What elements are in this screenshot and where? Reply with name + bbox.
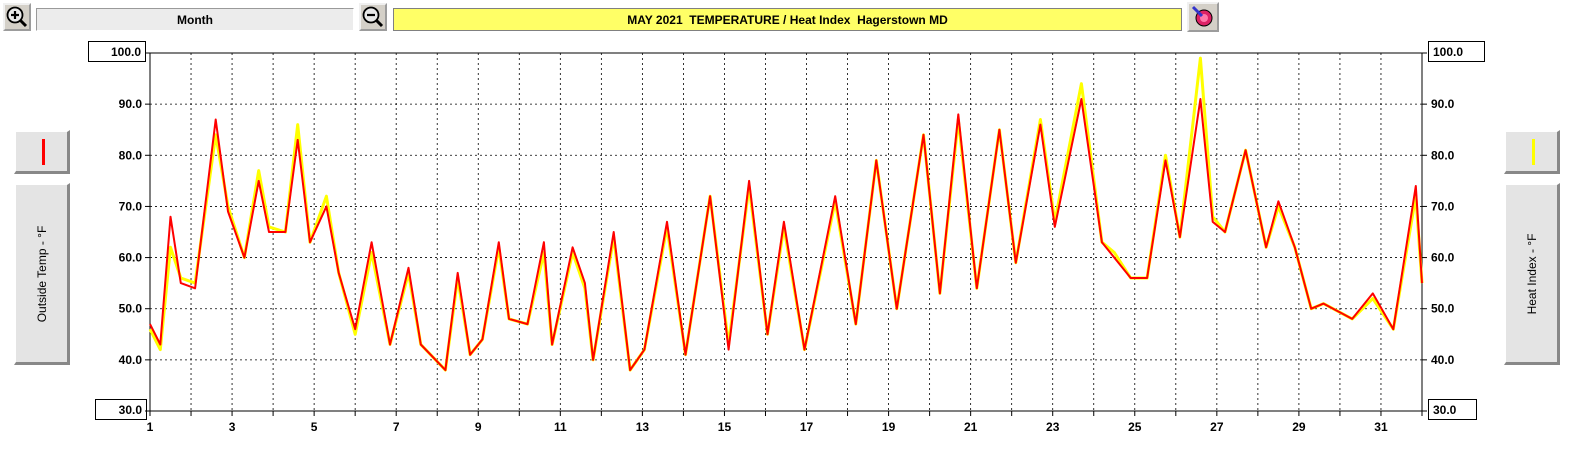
x-tick-label: 15 xyxy=(718,420,732,434)
y-tick-label: 90.0 xyxy=(119,97,143,111)
chart-title: MAY 2021 TEMPERATURE / Heat Index Hagers… xyxy=(393,8,1182,31)
heat-index-legend-swatch xyxy=(1532,139,1535,165)
outside-temp-legend-button[interactable] xyxy=(14,130,70,174)
x-tick-label: 19 xyxy=(882,420,896,434)
x-tick-label: 13 xyxy=(636,420,650,434)
x-tick-label: 29 xyxy=(1292,420,1306,434)
outside-temp-axis-label: Outside Temp - °F xyxy=(34,225,49,322)
x-tick-label: 17 xyxy=(800,420,814,434)
y2-tick-label: 50.0 xyxy=(1431,302,1455,316)
y-tick-label: 60.0 xyxy=(119,251,143,265)
color-picker-button[interactable] xyxy=(1187,2,1219,32)
y-tick-label: 70.0 xyxy=(119,199,143,213)
y2-tick-label: 80.0 xyxy=(1431,148,1455,162)
x-tick-label: 25 xyxy=(1128,420,1142,434)
y-tick-label: 40.0 xyxy=(119,353,143,367)
heat-index-axis-label: Heat Index - °F xyxy=(1524,233,1539,314)
y-tick-label: 80.0 xyxy=(119,148,143,162)
zoom-out-icon xyxy=(362,6,384,28)
heat-index-legend-button[interactable] xyxy=(1504,130,1560,174)
x-tick-label: 7 xyxy=(393,420,400,434)
y2-tick-label: 60.0 xyxy=(1431,251,1455,265)
x-tick-label: 27 xyxy=(1210,420,1224,434)
x-tick-label: 1 xyxy=(147,420,154,434)
zoom-in-icon xyxy=(6,6,28,28)
y-tick-label: 50.0 xyxy=(119,302,143,316)
y2-tick-label: 90.0 xyxy=(1431,97,1455,111)
zoom-out-button[interactable] xyxy=(359,3,387,31)
heat-index-axis-button[interactable]: Heat Index - °F xyxy=(1504,183,1560,365)
series-line-heat-index xyxy=(148,56,1424,372)
period-selector[interactable]: Month xyxy=(36,8,354,31)
x-tick-label: 3 xyxy=(229,420,236,434)
outside-temp-legend-swatch xyxy=(42,139,45,165)
outside-temp-axis-button[interactable]: Outside Temp - °F xyxy=(14,183,70,365)
x-tick-label: 31 xyxy=(1374,420,1388,434)
x-tick-label: 21 xyxy=(964,420,978,434)
left-axis-min-box[interactable]: 30.0 xyxy=(95,399,147,420)
right-axis-max-box[interactable]: 100.0 xyxy=(1428,41,1485,62)
paint-tool-icon xyxy=(1191,5,1213,27)
plot-area xyxy=(149,52,1423,412)
x-tick-label: 5 xyxy=(311,420,318,434)
x-tick-label: 9 xyxy=(475,420,482,434)
x-tick-label: 11 xyxy=(554,420,567,434)
y2-tick-label: 40.0 xyxy=(1431,353,1455,367)
series-line-outside-temp xyxy=(149,98,1423,372)
zoom-in-button[interactable] xyxy=(3,3,31,31)
x-tick-label: 23 xyxy=(1046,420,1060,434)
left-axis-max-box[interactable]: 100.0 xyxy=(88,41,146,62)
right-axis-min-box[interactable]: 30.0 xyxy=(1428,399,1477,420)
y2-tick-label: 70.0 xyxy=(1431,199,1455,213)
